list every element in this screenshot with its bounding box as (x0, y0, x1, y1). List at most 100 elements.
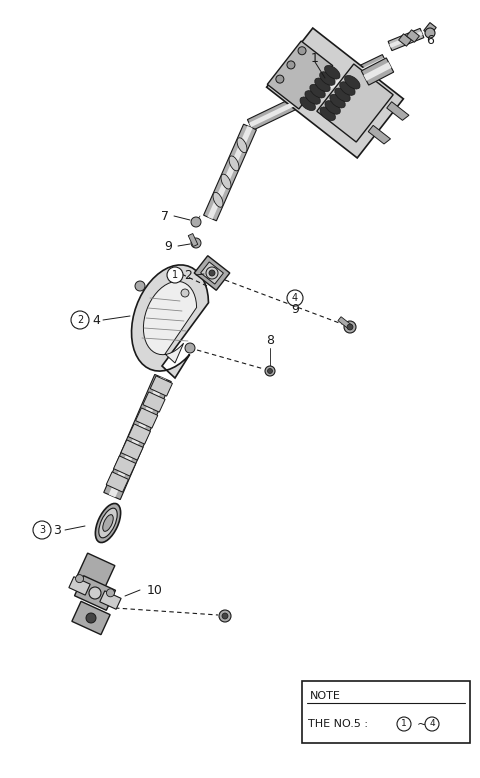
Polygon shape (194, 256, 230, 290)
Polygon shape (100, 591, 121, 609)
Text: 4: 4 (92, 314, 100, 327)
Polygon shape (247, 54, 388, 131)
Polygon shape (207, 126, 252, 219)
Circle shape (209, 270, 215, 276)
Polygon shape (188, 233, 198, 247)
Ellipse shape (345, 75, 360, 89)
Polygon shape (388, 28, 424, 51)
Circle shape (89, 587, 101, 599)
Circle shape (425, 28, 435, 38)
Circle shape (219, 610, 231, 622)
Text: 1: 1 (311, 51, 319, 65)
Polygon shape (144, 282, 197, 363)
Ellipse shape (320, 72, 335, 86)
Text: 10: 10 (147, 584, 163, 597)
Circle shape (276, 75, 284, 83)
Circle shape (298, 47, 306, 54)
Polygon shape (338, 317, 352, 329)
Circle shape (33, 521, 51, 539)
Text: 8: 8 (266, 334, 274, 346)
Text: THE NO.5 :: THE NO.5 : (308, 719, 368, 729)
FancyBboxPatch shape (302, 681, 470, 743)
Ellipse shape (315, 78, 330, 92)
Circle shape (347, 324, 353, 330)
Ellipse shape (96, 503, 120, 542)
Polygon shape (407, 30, 420, 42)
Circle shape (107, 589, 114, 597)
Circle shape (287, 290, 303, 306)
Ellipse shape (305, 91, 320, 104)
Circle shape (344, 321, 356, 333)
Ellipse shape (330, 94, 345, 108)
Text: 4: 4 (429, 720, 435, 728)
Ellipse shape (103, 515, 113, 531)
Polygon shape (368, 125, 391, 144)
Text: 4: 4 (292, 293, 298, 303)
Polygon shape (143, 392, 165, 412)
Circle shape (191, 217, 201, 227)
Text: 2: 2 (77, 315, 83, 325)
Polygon shape (361, 58, 394, 85)
Ellipse shape (310, 84, 325, 98)
Ellipse shape (221, 174, 231, 189)
Text: 6: 6 (426, 33, 434, 47)
Circle shape (75, 575, 84, 583)
Text: ~: ~ (417, 717, 428, 731)
Polygon shape (106, 472, 129, 492)
Polygon shape (387, 102, 409, 121)
Polygon shape (69, 576, 90, 595)
Polygon shape (266, 28, 403, 158)
Polygon shape (363, 62, 392, 81)
Polygon shape (249, 58, 386, 127)
Circle shape (425, 717, 439, 731)
Text: 1: 1 (401, 720, 407, 728)
Polygon shape (204, 124, 256, 221)
Circle shape (206, 267, 218, 279)
Circle shape (71, 311, 89, 329)
Ellipse shape (324, 65, 340, 79)
Ellipse shape (340, 82, 355, 96)
Text: 9: 9 (164, 240, 172, 253)
Circle shape (265, 366, 275, 376)
Ellipse shape (229, 156, 239, 171)
Polygon shape (317, 64, 393, 142)
Text: 2: 2 (184, 268, 192, 282)
Polygon shape (389, 31, 423, 48)
Text: 3: 3 (53, 524, 61, 537)
Polygon shape (424, 23, 436, 36)
Ellipse shape (335, 88, 350, 102)
Polygon shape (72, 601, 110, 635)
Ellipse shape (300, 97, 315, 110)
Text: NOTE: NOTE (310, 691, 341, 701)
Circle shape (267, 369, 273, 373)
Circle shape (185, 343, 195, 353)
Text: 3: 3 (39, 525, 45, 535)
Polygon shape (121, 440, 143, 460)
Polygon shape (108, 377, 166, 497)
Polygon shape (128, 424, 150, 444)
Circle shape (397, 717, 411, 731)
Ellipse shape (320, 107, 336, 121)
Polygon shape (75, 553, 115, 593)
Circle shape (181, 289, 189, 297)
Text: 7: 7 (161, 209, 169, 223)
Circle shape (191, 238, 201, 248)
Circle shape (287, 61, 295, 69)
Polygon shape (135, 408, 158, 428)
Polygon shape (74, 576, 116, 610)
Text: 1: 1 (172, 270, 178, 280)
Circle shape (135, 281, 145, 291)
Ellipse shape (237, 138, 247, 152)
Polygon shape (267, 41, 333, 109)
Ellipse shape (213, 192, 223, 207)
Circle shape (86, 613, 96, 623)
Polygon shape (114, 456, 136, 476)
Polygon shape (132, 265, 208, 378)
Circle shape (167, 267, 183, 283)
Text: 9: 9 (291, 303, 299, 316)
Circle shape (222, 613, 228, 619)
Polygon shape (150, 376, 172, 396)
Polygon shape (398, 33, 411, 46)
Polygon shape (201, 262, 223, 284)
Ellipse shape (325, 100, 340, 114)
